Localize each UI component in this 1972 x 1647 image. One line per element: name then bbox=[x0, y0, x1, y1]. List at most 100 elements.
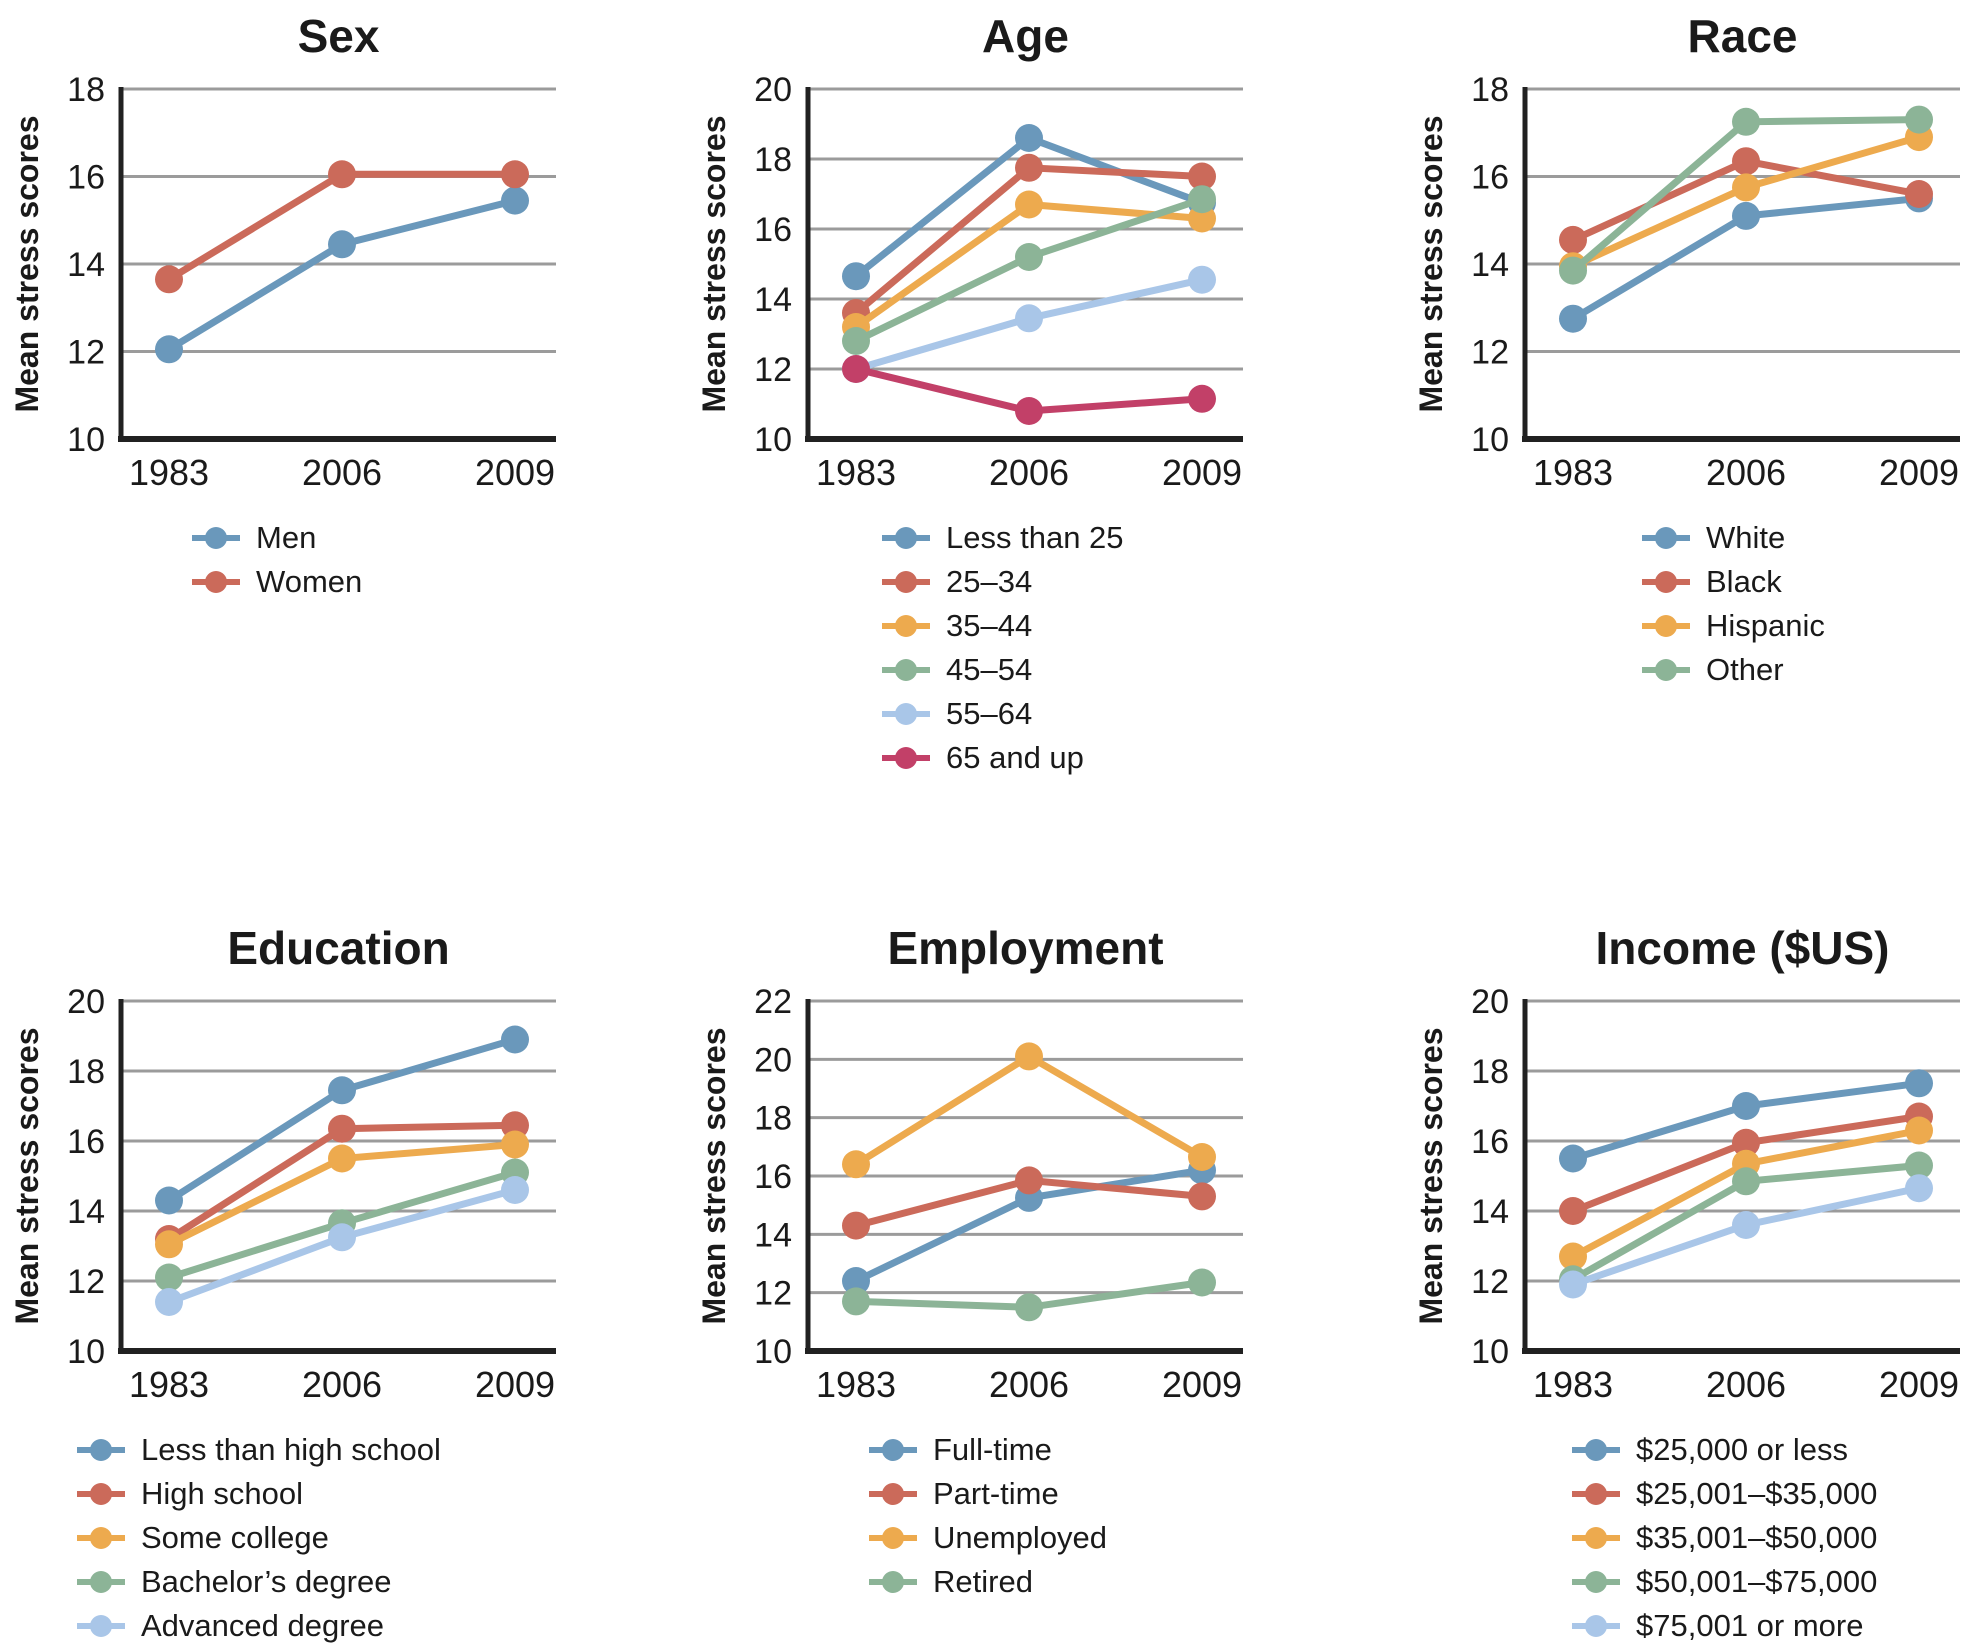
x-axis-tick-label: 2009 bbox=[1162, 1364, 1242, 1405]
legend-marker-icon bbox=[192, 571, 240, 593]
legend-marker-dot bbox=[205, 571, 227, 593]
y-axis-tick-label: 16 bbox=[754, 211, 792, 249]
legend-item: $25,000 or less bbox=[1570, 1428, 1972, 1472]
legend-marker-dot bbox=[895, 703, 917, 725]
data-point bbox=[501, 1130, 529, 1159]
legend-marker-icon bbox=[869, 1439, 917, 1461]
x-axis-tick-label: 1983 bbox=[129, 1364, 209, 1405]
legend-label: Full-time bbox=[933, 1432, 1052, 1467]
data-point bbox=[1015, 1042, 1043, 1071]
chart-education: Education 10 12 14 16 18 20 1983 2006 2009 Mean s… bbox=[0, 900, 657, 1647]
legend-item: 65 and up bbox=[880, 736, 1314, 780]
data-point bbox=[155, 335, 183, 364]
legend-marker-dot bbox=[1585, 1571, 1607, 1593]
y-axis-tick-label: 16 bbox=[67, 1123, 105, 1161]
legend-marker-icon bbox=[882, 527, 930, 549]
legend-label: 45–54 bbox=[946, 652, 1033, 687]
data-point bbox=[1732, 1167, 1760, 1196]
y-axis-tick-label: 16 bbox=[754, 1158, 792, 1196]
legend-item: Black bbox=[1640, 560, 1972, 604]
legend-label: $50,001–$75,000 bbox=[1636, 1564, 1878, 1599]
series-line bbox=[167, 197, 516, 353]
y-axis-tick-label: 10 bbox=[67, 421, 105, 459]
legend-marker-icon bbox=[1572, 1439, 1620, 1461]
race-line-chart: 10 12 14 16 18 1983 2006 2009 Mean stress scores bbox=[1413, 71, 1960, 493]
legend-item: $25,001–$35,000 bbox=[1570, 1472, 1972, 1516]
legend-marker-icon bbox=[882, 659, 930, 681]
legend: Less than high school High school Some col… bbox=[75, 1428, 657, 1647]
data-point bbox=[1559, 225, 1587, 254]
legend-marker-dot bbox=[1655, 615, 1677, 637]
legend-marker-dot bbox=[895, 571, 917, 593]
legend-label: $75,001 or more bbox=[1636, 1608, 1864, 1643]
data-point bbox=[1188, 1182, 1216, 1211]
legend-marker-dot bbox=[882, 1571, 904, 1593]
chart-employment: Employment 10 12 14 16 18 20 22 1983 2006 2009 Mea… bbox=[657, 900, 1314, 1647]
legend: Men Women bbox=[190, 516, 657, 604]
x-axis-tick-label: 2006 bbox=[989, 452, 1069, 493]
legend-marker-dot bbox=[205, 527, 227, 549]
data-point bbox=[1559, 1197, 1587, 1225]
legend-marker-icon bbox=[1572, 1615, 1620, 1637]
legend-label: $35,001–$50,000 bbox=[1636, 1520, 1878, 1555]
legend: White Black Hispanic Other bbox=[1640, 516, 1972, 692]
x-axis-tick-label: 2009 bbox=[1879, 1364, 1959, 1405]
data-point bbox=[155, 1186, 183, 1215]
legend-item: 25–34 bbox=[880, 560, 1314, 604]
y-axis-label: Mean stress scores bbox=[696, 1027, 732, 1324]
legend-item: 35–44 bbox=[880, 604, 1314, 648]
legend: $25,000 or less $25,001–$35,000 $35,001–$5… bbox=[1570, 1428, 1972, 1647]
data-point bbox=[1905, 1069, 1933, 1098]
education-line-chart: 10 12 14 16 18 20 1983 2006 2009 Mean stress scor… bbox=[9, 983, 556, 1405]
data-point bbox=[1559, 1270, 1587, 1299]
legend-marker-dot bbox=[1655, 571, 1677, 593]
data-point bbox=[501, 186, 529, 215]
data-point bbox=[1015, 243, 1043, 271]
legend-label: Less than 25 bbox=[946, 520, 1124, 555]
legend-item: Other bbox=[1640, 648, 1972, 692]
data-point bbox=[1905, 105, 1933, 134]
legend-item: Men bbox=[190, 516, 657, 560]
legend-marker-dot bbox=[1585, 1483, 1607, 1505]
legend-item: Bachelor’s degree bbox=[75, 1560, 657, 1604]
legend-marker-dot bbox=[882, 1527, 904, 1549]
legend-marker-dot bbox=[90, 1571, 112, 1593]
legend-marker-icon bbox=[882, 571, 930, 593]
y-axis-tick-label: 10 bbox=[754, 1333, 792, 1371]
data-point bbox=[328, 160, 356, 189]
legend-marker-icon bbox=[1642, 571, 1690, 593]
y-axis-tick-label: 10 bbox=[1471, 1333, 1509, 1371]
data-point bbox=[1015, 1293, 1043, 1322]
data-point bbox=[1732, 1211, 1760, 1239]
legend-label: High school bbox=[141, 1476, 303, 1511]
legend-marker-dot bbox=[1655, 659, 1677, 681]
y-axis-tick-label: 20 bbox=[754, 1041, 792, 1079]
legend-item: Hispanic bbox=[1640, 604, 1972, 648]
legend-item: $75,001 or more bbox=[1570, 1604, 1972, 1647]
legend-marker-dot bbox=[1585, 1439, 1607, 1461]
y-axis-tick-label: 14 bbox=[754, 1216, 792, 1254]
y-axis-tick-label: 10 bbox=[1471, 421, 1509, 459]
legend-item: White bbox=[1640, 516, 1972, 560]
legend-marker-icon bbox=[1642, 659, 1690, 681]
y-axis-tick-label: 20 bbox=[754, 71, 792, 109]
x-axis-tick-label: 2006 bbox=[1706, 1364, 1786, 1405]
legend-label: White bbox=[1706, 520, 1786, 555]
y-axis-tick-label: 16 bbox=[1471, 1123, 1509, 1161]
data-point bbox=[1015, 190, 1043, 219]
y-axis-tick-label: 18 bbox=[754, 141, 792, 179]
legend-item: Part-time bbox=[867, 1472, 1314, 1516]
data-point bbox=[1015, 153, 1043, 182]
legend-label: $25,000 or less bbox=[1636, 1432, 1848, 1467]
data-point bbox=[155, 1230, 183, 1259]
legend-label: Unemployed bbox=[933, 1520, 1108, 1555]
data-point bbox=[501, 1176, 529, 1204]
y-axis-tick-label: 14 bbox=[67, 246, 105, 284]
legend-label: Men bbox=[256, 520, 317, 555]
legend-label: 35–44 bbox=[946, 608, 1033, 643]
legend-label: 65 and up bbox=[946, 740, 1084, 775]
legend-item: Unemployed bbox=[867, 1516, 1314, 1560]
data-point bbox=[1188, 265, 1216, 294]
data-point bbox=[1188, 1143, 1216, 1171]
y-axis-tick-label: 12 bbox=[1471, 334, 1509, 372]
